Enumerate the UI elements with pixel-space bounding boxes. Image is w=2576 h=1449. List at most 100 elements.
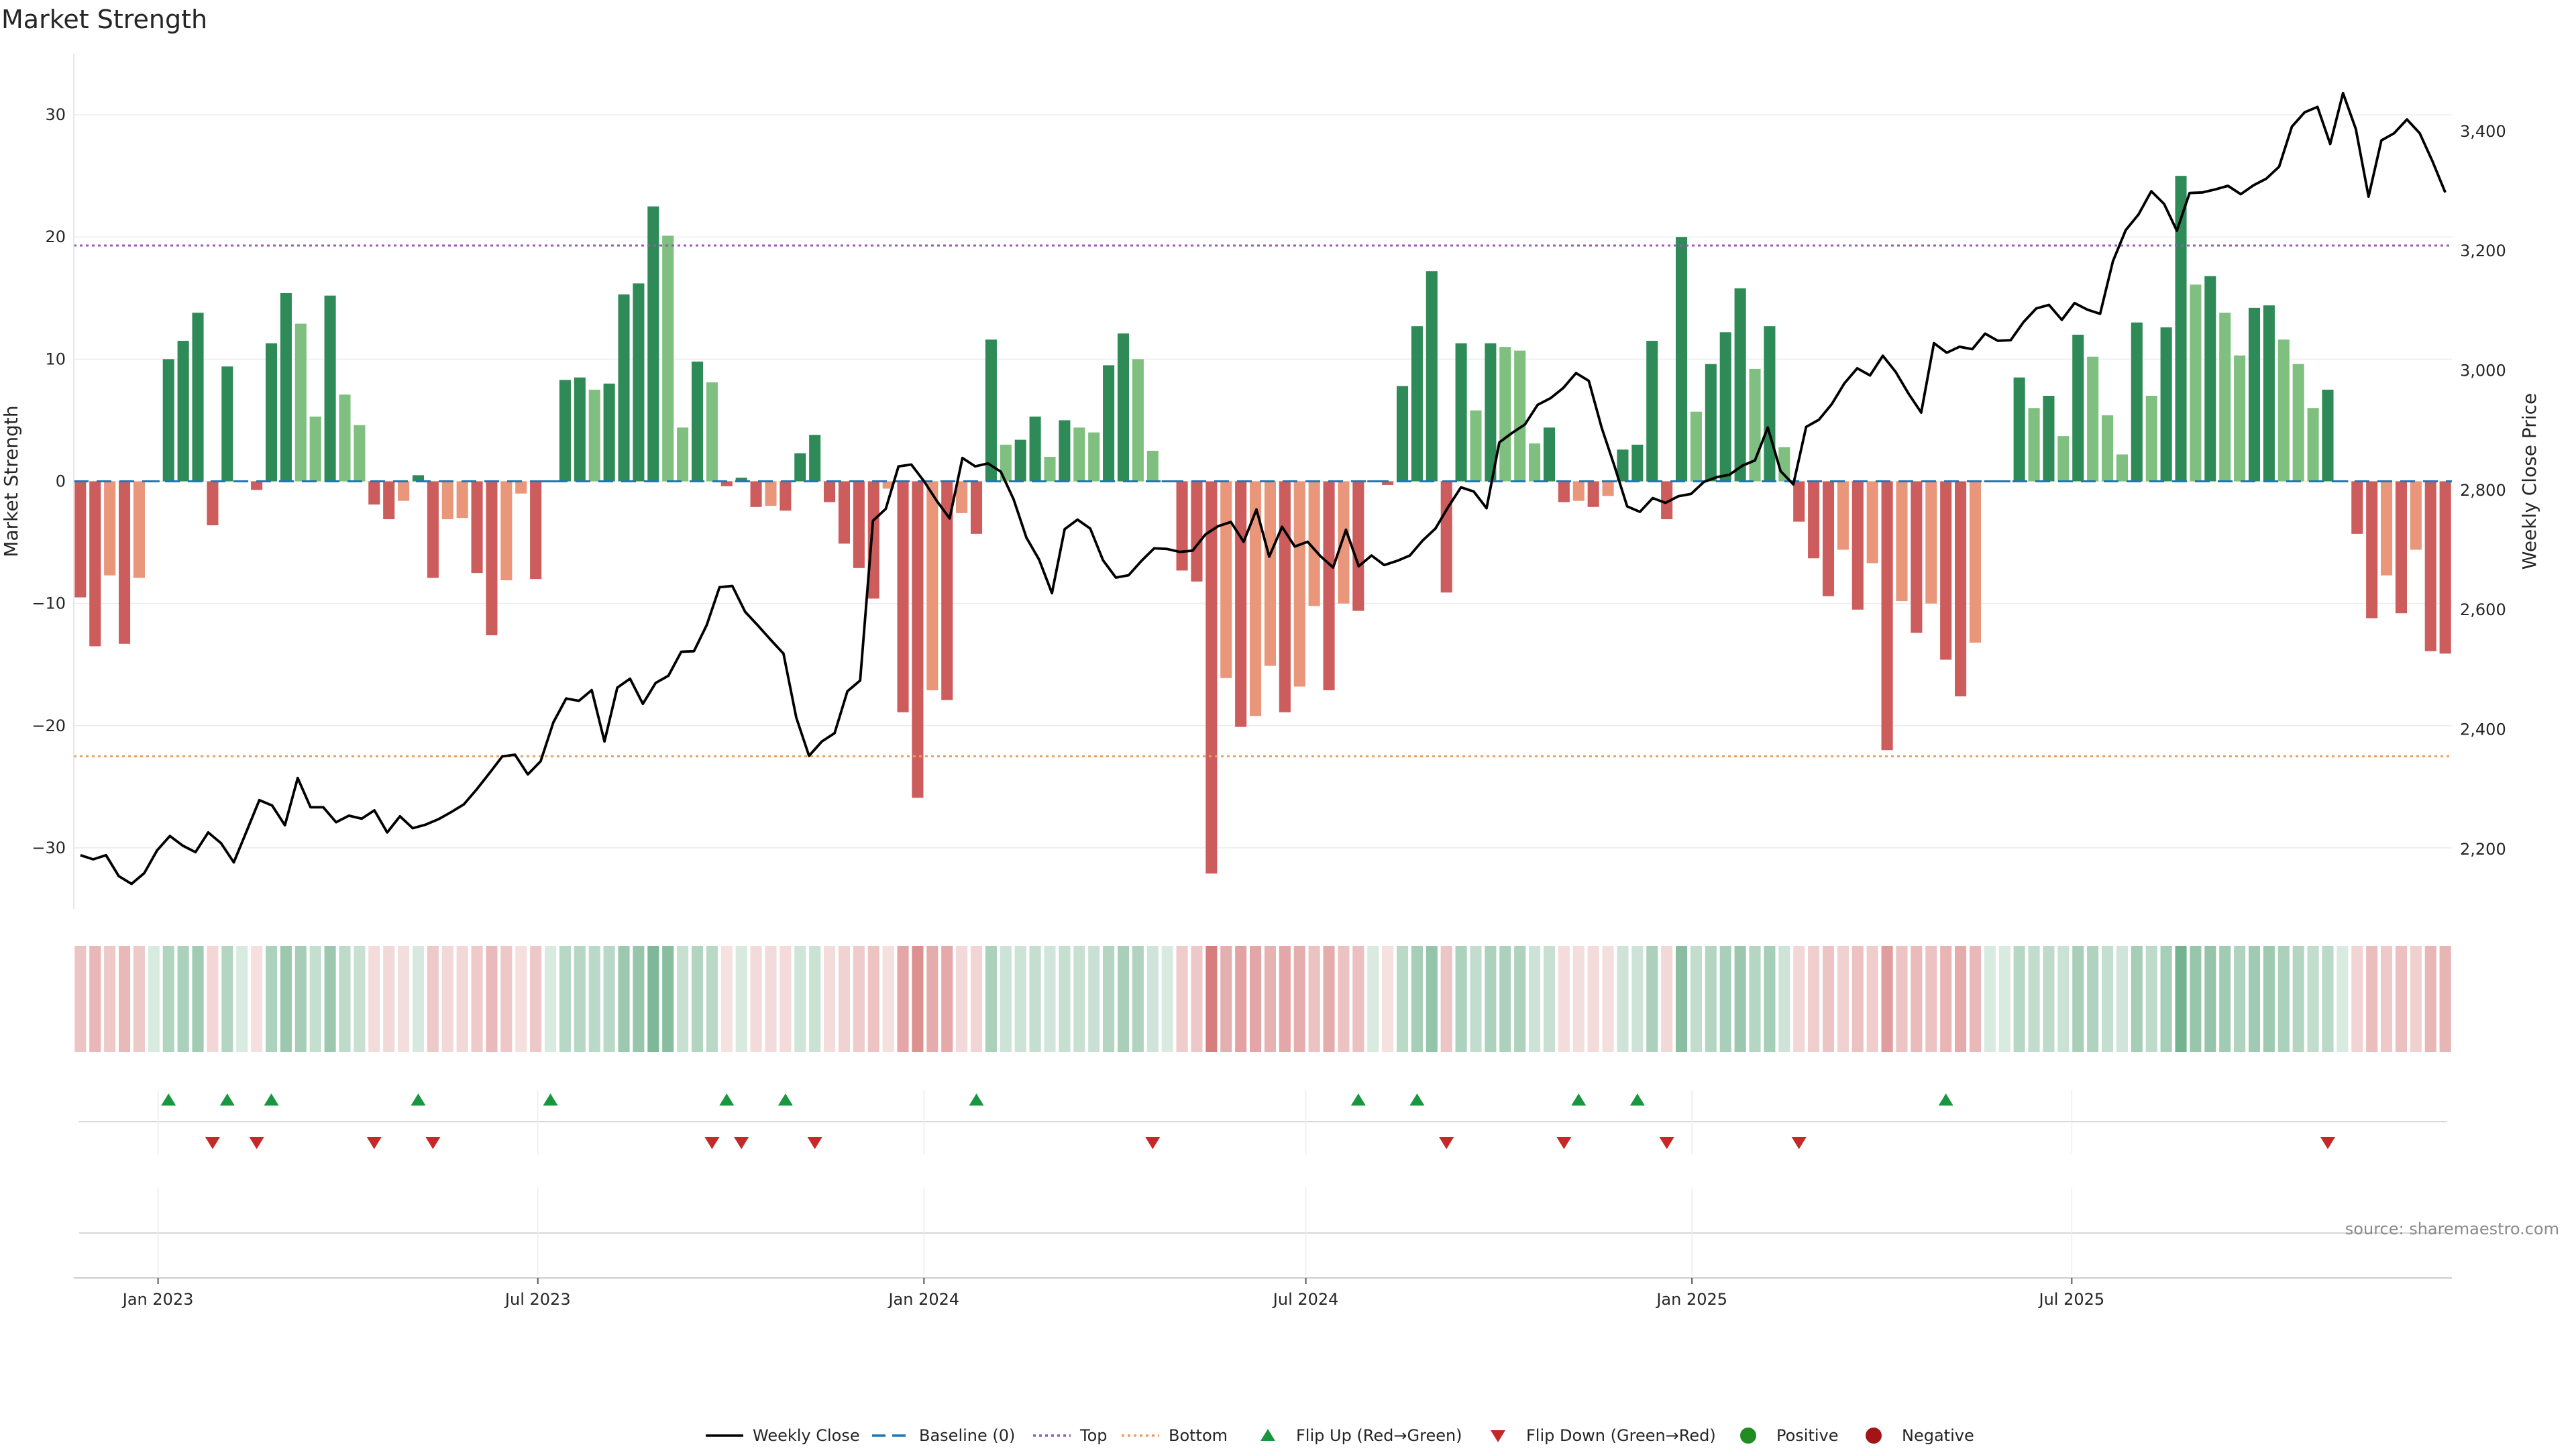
strength-bar <box>588 389 600 482</box>
heat-cell <box>339 946 351 1052</box>
flip-down-marker <box>249 1137 264 1149</box>
heat-cell <box>1529 946 1541 1052</box>
strength-bar <box>1088 432 1100 482</box>
strength-bar <box>104 481 116 576</box>
strength-bar <box>1073 427 1085 482</box>
flip-down-marker <box>807 1137 822 1149</box>
strength-bar <box>412 475 425 482</box>
strength-bar <box>1837 481 1849 550</box>
strength-bar <box>1205 481 1218 874</box>
source-note: source: sharemaestro.com <box>2345 1220 2559 1238</box>
heat-cell <box>618 946 630 1052</box>
y-left-tick-label: −30 <box>32 839 66 857</box>
strength-bar <box>2190 284 2202 482</box>
strength-bar <box>177 341 189 482</box>
strength-bar <box>1896 481 1908 601</box>
strength-bar <box>1529 443 1541 482</box>
strength-bar <box>2424 481 2436 651</box>
heat-cell <box>1499 946 1511 1052</box>
strength-bar <box>1426 271 1438 482</box>
heat-cell <box>1734 946 1746 1052</box>
strength-bar <box>2145 396 2157 482</box>
heat-cell <box>2307 946 2319 1052</box>
strength-bar <box>2410 481 2422 550</box>
flip-down-marker <box>366 1137 382 1149</box>
strength-bar <box>1455 343 1467 482</box>
strength-bar <box>1470 410 1482 482</box>
legend-label: Flip Down (Green→Red) <box>1526 1426 1716 1445</box>
heat-cell <box>838 946 850 1052</box>
heat-cell <box>1646 946 1658 1052</box>
flip-up-marker <box>969 1093 984 1106</box>
heat-cell <box>1044 946 1056 1052</box>
legend-swatch-negative <box>1866 1428 1882 1444</box>
y-left-axis-title: Market Strength <box>0 405 22 557</box>
legend-swatch-flip-down <box>1491 1430 1505 1442</box>
heat-cell <box>677 946 689 1052</box>
strength-bar <box>1969 481 1982 643</box>
heat-cell <box>941 946 953 1052</box>
heat-cell <box>221 946 233 1052</box>
heat-cell <box>412 946 425 1052</box>
heat-cell <box>1955 946 1967 1052</box>
heat-cell <box>265 946 278 1052</box>
heat-cell <box>441 946 453 1052</box>
strength-bar <box>324 295 336 482</box>
heat-cell <box>794 946 806 1052</box>
flip-down-marker <box>1556 1137 1572 1149</box>
strength-bar <box>735 478 747 482</box>
strength-bar <box>544 480 557 482</box>
strength-bar <box>794 453 806 482</box>
heat-cell <box>970 946 983 1052</box>
flip-markers <box>79 1090 2447 1275</box>
heat-cell <box>2351 946 2363 1052</box>
heat-cell <box>2263 946 2275 1052</box>
heat-cell <box>1485 946 1497 1052</box>
heat-cell <box>1426 946 1438 1052</box>
strength-bar <box>1220 481 1232 678</box>
strength-bar <box>74 481 87 598</box>
y-right-tick-label: 2,800 <box>2460 481 2506 500</box>
strength-bar <box>720 481 733 486</box>
strength-bar <box>662 235 674 482</box>
heat-cell <box>89 946 101 1052</box>
heat-cell <box>2395 946 2407 1052</box>
heat-cell <box>309 946 321 1052</box>
strength-bar <box>1514 350 1526 482</box>
heat-cell <box>662 946 674 1052</box>
strength-bar <box>89 481 101 647</box>
strength-bar <box>1851 481 1864 610</box>
heat-cell <box>853 946 865 1052</box>
heat-cell <box>74 946 87 1052</box>
strength-bar <box>956 481 968 513</box>
heat-cell <box>2439 946 2451 1052</box>
legend-item-close: Weekly Close <box>706 1426 860 1445</box>
heat-cell <box>985 946 997 1052</box>
strength-bar <box>897 481 909 712</box>
strength-bar <box>2013 377 2025 482</box>
heat-cell <box>588 946 600 1052</box>
heat-cell <box>1940 946 1952 1052</box>
heat-cell <box>2277 946 2290 1052</box>
strength-bar <box>691 362 704 482</box>
strength-heat-strip <box>74 946 2451 1052</box>
y-left-tick-label: −10 <box>32 594 66 613</box>
strength-bar <box>1866 481 1878 564</box>
heat-cell <box>1338 946 1350 1052</box>
y-right-tick-label: 2,400 <box>2460 720 2506 739</box>
strength-bar <box>1940 481 1952 660</box>
y-left-tick-label: −20 <box>32 716 66 735</box>
heat-cell <box>1132 946 1144 1052</box>
strength-bar <box>1308 481 1320 606</box>
strength-bar <box>251 481 263 490</box>
flip-down-marker <box>205 1137 220 1149</box>
strength-bar <box>1000 444 1012 482</box>
strength-bar <box>280 293 292 482</box>
strength-bar <box>1676 237 1688 482</box>
heat-cell <box>1264 946 1276 1052</box>
heat-cell <box>2072 946 2084 1052</box>
x-tick-label: Jan 2024 <box>887 1290 959 1309</box>
strength-bar <box>985 339 997 482</box>
heat-cell <box>1382 946 1394 1052</box>
strength-bar <box>2292 364 2304 482</box>
